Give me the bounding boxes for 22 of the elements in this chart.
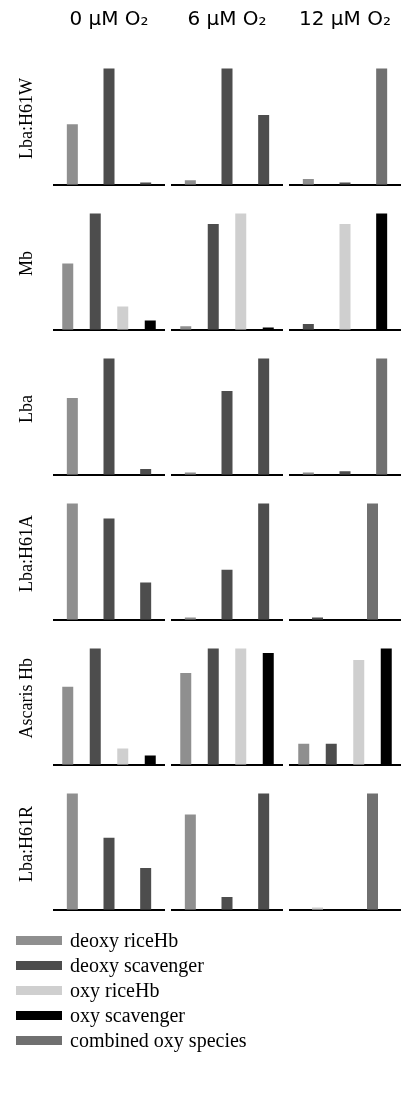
bar	[117, 306, 129, 330]
chart-title: 6 μM O₂	[186, 6, 268, 30]
y-axis-title: Mb	[15, 250, 37, 276]
chart-title: 0 μM O₂	[68, 6, 150, 30]
y-axis-title: Lba:H61R	[15, 805, 37, 882]
bar	[89, 648, 101, 765]
y-axis-title: Lba:H61A	[15, 515, 37, 592]
bar	[235, 213, 247, 330]
text: combined oxy species	[70, 1029, 247, 1052]
bar	[62, 686, 74, 765]
text: oxy scavenger	[70, 1004, 185, 1027]
bar	[117, 748, 129, 765]
bar	[62, 263, 74, 330]
text: deoxy riceHb	[70, 929, 179, 952]
y-axis-title: Lba:H61W	[15, 78, 37, 159]
y-axis-title: Lba	[15, 394, 37, 423]
chart-title: 12 μM O₂	[298, 6, 392, 30]
bar	[207, 223, 219, 330]
y-axis-title: Ascaris Hb	[15, 658, 37, 739]
text: deoxy scavenger	[70, 954, 204, 977]
bar	[89, 213, 101, 330]
text: oxy riceHb	[70, 979, 160, 1002]
